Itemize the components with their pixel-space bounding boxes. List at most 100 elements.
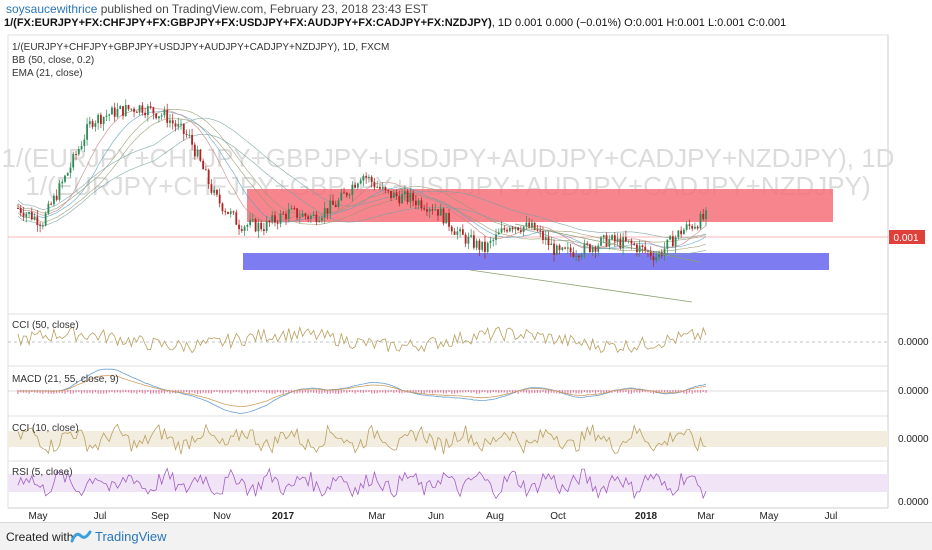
candle-body bbox=[379, 186, 381, 189]
macd-hist-bar bbox=[663, 390, 666, 393]
x-tick-label: May bbox=[29, 511, 48, 522]
rsi-label: RSI (5, close) bbox=[12, 467, 73, 478]
cci10-value: 0.0000 bbox=[898, 434, 929, 445]
macd-hist-bar bbox=[133, 390, 135, 393]
macd-hist-bar bbox=[440, 390, 442, 393]
macd-hist-bar bbox=[257, 390, 259, 393]
candle-body bbox=[406, 191, 409, 202]
candle-body bbox=[649, 251, 652, 257]
macd-hist-bar bbox=[105, 390, 108, 394]
macd-hist-bar bbox=[144, 390, 146, 394]
candle-body bbox=[655, 257, 658, 261]
macd-hist-bar bbox=[224, 390, 226, 393]
macd-hist-bar bbox=[666, 390, 668, 393]
watermark-line-1: 1/(EURJPY+CHFJPY+GBPJPY+USDJPY+AUDJPY+CA… bbox=[2, 143, 895, 173]
candle-body bbox=[240, 229, 243, 231]
macd-hist-bar bbox=[103, 390, 105, 394]
candle-body bbox=[124, 105, 127, 116]
candle-body bbox=[130, 108, 133, 110]
macd-hist-bar bbox=[125, 390, 127, 393]
macd-hist-bar bbox=[315, 390, 318, 394]
macd-hist-bar bbox=[293, 390, 295, 394]
macd-hist-bar bbox=[628, 390, 630, 394]
candle-body bbox=[44, 213, 47, 226]
macd-hist-bar bbox=[453, 390, 456, 394]
macd-hist-bar bbox=[382, 390, 384, 393]
macd-hist-bar bbox=[252, 390, 254, 393]
macd-hist-bar bbox=[705, 390, 707, 393]
candle-body bbox=[72, 154, 75, 168]
macd-hist-bar bbox=[230, 390, 232, 394]
candle-body bbox=[99, 114, 102, 124]
candle-body bbox=[191, 134, 193, 145]
macd-hist-bar bbox=[221, 390, 224, 394]
candle-body bbox=[345, 192, 348, 196]
bb-legend: BB (50, close, 0.2) bbox=[12, 55, 95, 66]
candle-body bbox=[373, 182, 376, 188]
candle-body bbox=[146, 106, 149, 116]
candle-body bbox=[558, 245, 561, 250]
macd-hist-bar bbox=[58, 390, 61, 393]
candle-body bbox=[362, 175, 365, 181]
author-link[interactable]: soysaucewithrice bbox=[6, 2, 98, 16]
macd-hist-bar bbox=[205, 390, 207, 394]
macd-hist-bar bbox=[346, 390, 348, 393]
macd-hist-bar bbox=[448, 390, 450, 393]
cci10-label: CCI (10, close) bbox=[12, 423, 79, 434]
candle-body bbox=[666, 239, 669, 249]
tradingview-brand-link[interactable]: TradingView bbox=[95, 529, 167, 544]
macd-hist-bar bbox=[633, 390, 635, 393]
macd-hist-bar bbox=[553, 390, 555, 394]
macd-hist-bar bbox=[183, 390, 185, 393]
macd-hist-bar bbox=[445, 390, 447, 394]
macd-hist-bar bbox=[282, 390, 284, 394]
macd-hist-bar bbox=[263, 390, 265, 393]
overlay-line bbox=[17, 109, 707, 243]
macd-hist-bar bbox=[456, 390, 458, 394]
x-tick-label: Sep bbox=[151, 511, 169, 522]
candle-body bbox=[171, 120, 174, 124]
candle-body bbox=[384, 187, 387, 191]
macd-hist-bar bbox=[116, 390, 119, 393]
candle-body bbox=[431, 209, 434, 211]
candle-body bbox=[193, 144, 196, 157]
indicator-lines bbox=[17, 325, 707, 500]
macd-hist-bar bbox=[194, 390, 196, 394]
cci50-pane bbox=[7, 313, 889, 367]
macd-hist-bar bbox=[605, 390, 608, 394]
candle-body bbox=[561, 247, 564, 250]
candle-body bbox=[105, 115, 108, 117]
candle-body bbox=[30, 212, 33, 220]
macd-hist-bar bbox=[650, 390, 652, 394]
macd-hist-bar bbox=[442, 390, 445, 394]
macd-hist-bar bbox=[694, 390, 696, 393]
macd-hist-bar bbox=[644, 390, 646, 393]
macd-hist-bar bbox=[210, 390, 213, 394]
macd-hist-bar bbox=[324, 390, 326, 393]
macd-hist-bar bbox=[603, 390, 605, 394]
candle-body bbox=[80, 146, 83, 150]
candle-body bbox=[495, 234, 497, 240]
macd-hist-bar bbox=[492, 390, 494, 393]
macd-hist-bar bbox=[348, 390, 351, 393]
macd-hist-bar bbox=[196, 390, 199, 394]
macd-hist-bar bbox=[545, 390, 547, 394]
macd-hist-bar bbox=[437, 390, 439, 393]
macd-hist-bar bbox=[619, 390, 621, 393]
candle-body bbox=[113, 107, 116, 117]
macd-hist-bar bbox=[470, 390, 472, 393]
candle-body bbox=[589, 244, 591, 253]
candle-body bbox=[58, 183, 61, 200]
macd-hist-bar bbox=[255, 390, 257, 393]
candle-body bbox=[169, 120, 171, 123]
overlay-line bbox=[17, 107, 707, 249]
macd-hist-bar bbox=[321, 390, 323, 394]
macd-hist-bar bbox=[271, 390, 273, 394]
candle-body bbox=[547, 237, 550, 246]
macd-hist-bar bbox=[61, 390, 63, 394]
candle-body bbox=[658, 252, 660, 258]
candle-body bbox=[544, 237, 547, 240]
macd-hist-bar bbox=[376, 390, 378, 394]
descending-channel bbox=[469, 223, 701, 303]
